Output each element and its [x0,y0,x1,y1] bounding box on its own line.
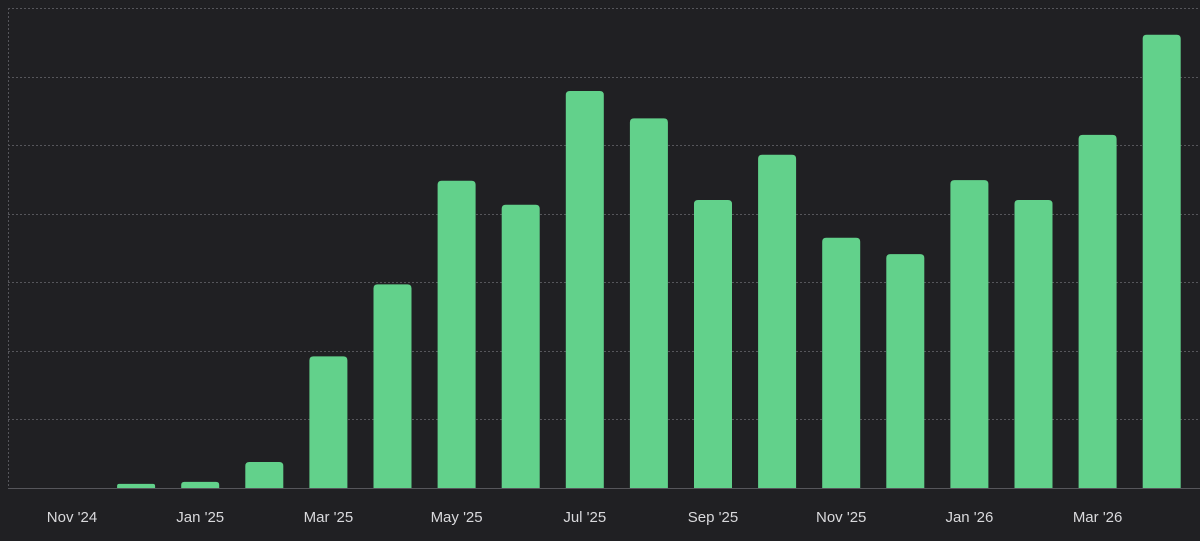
x-tick-label: Mar '25 [304,509,354,526]
bar-jul-25[interactable] [565,90,604,488]
bar-aug-25[interactable] [629,118,668,489]
x-tick-label: Mar '26 [1073,509,1123,526]
bar-layer [117,34,1181,489]
bar-may-25[interactable] [437,180,476,489]
grid-layer [8,8,1200,489]
bar-jun-25[interactable] [501,204,540,489]
bar-jan-25[interactable] [181,481,220,488]
bar-sep-25[interactable] [694,200,732,488]
x-tick-label: Jan '25 [176,509,224,526]
bar-dec-25[interactable] [886,254,925,488]
bar-mar-25[interactable] [309,356,348,488]
x-axis-ticks: Nov '24 Jan '25 Mar '25 May '25 Jul '25 Sep '… [47,509,1123,526]
bar-dec-24[interactable] [117,483,156,488]
bar-apr-26[interactable] [1142,34,1181,488]
x-tick-label: May '25 [431,509,483,526]
bar-jan-26[interactable] [950,180,989,488]
bar-feb-26[interactable] [1014,200,1053,488]
x-tick-label: Nov '24 [47,509,97,526]
bar-oct-25[interactable] [758,154,797,488]
bar-nov-25[interactable] [822,237,861,488]
x-tick-label: Jan '26 [945,509,993,526]
x-tick-label: Jul '25 [563,509,606,526]
bar-mar-26[interactable] [1078,134,1117,488]
bar-feb-25[interactable] [245,461,284,488]
bar-apr-25[interactable] [373,284,412,488]
x-tick-label: Nov '25 [816,509,866,526]
x-tick-label: Sep '25 [688,509,738,526]
